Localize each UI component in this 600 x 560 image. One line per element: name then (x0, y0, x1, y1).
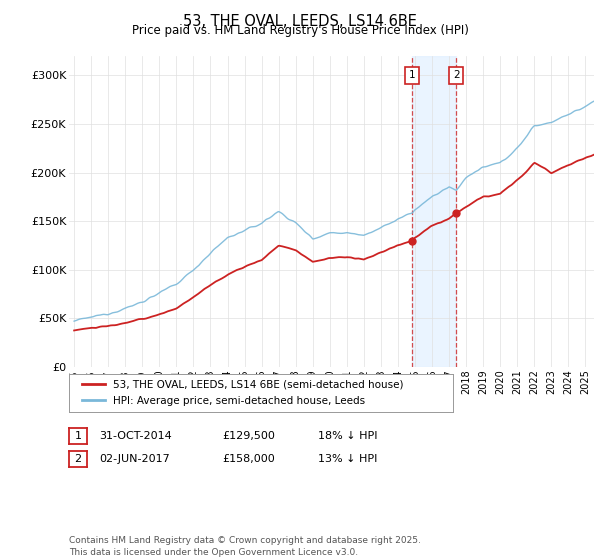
Text: Contains HM Land Registry data © Crown copyright and database right 2025.
This d: Contains HM Land Registry data © Crown c… (69, 536, 421, 557)
Text: 2: 2 (453, 71, 460, 81)
Text: 53, THE OVAL, LEEDS, LS14 6BE: 53, THE OVAL, LEEDS, LS14 6BE (183, 14, 417, 29)
Text: £158,000: £158,000 (222, 454, 275, 464)
Text: 02-JUN-2017: 02-JUN-2017 (99, 454, 170, 464)
Legend: 53, THE OVAL, LEEDS, LS14 6BE (semi-detached house), HPI: Average price, semi-de: 53, THE OVAL, LEEDS, LS14 6BE (semi-deta… (78, 375, 408, 410)
Text: 1: 1 (409, 71, 415, 81)
Text: 2: 2 (74, 454, 82, 464)
Text: 13% ↓ HPI: 13% ↓ HPI (318, 454, 377, 464)
Text: 18% ↓ HPI: 18% ↓ HPI (318, 431, 377, 441)
Text: 1: 1 (74, 431, 82, 441)
Bar (412, 56, 456, 367)
Text: Price paid vs. HM Land Registry's House Price Index (HPI): Price paid vs. HM Land Registry's House … (131, 24, 469, 37)
Text: 31-OCT-2014: 31-OCT-2014 (99, 431, 172, 441)
Text: £129,500: £129,500 (222, 431, 275, 441)
